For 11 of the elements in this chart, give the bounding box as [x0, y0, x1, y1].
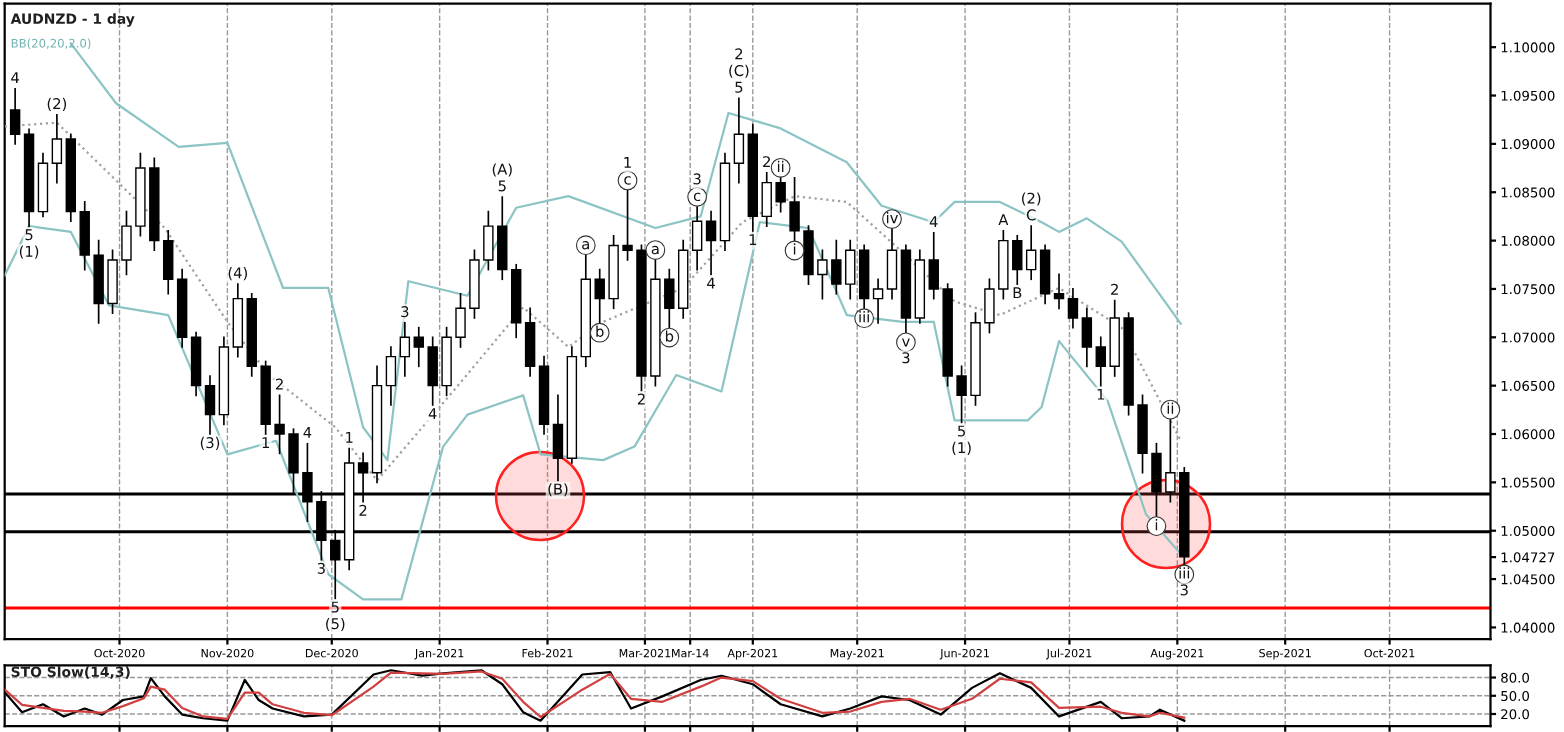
candlestick: [51, 114, 63, 184]
candlestick: [385, 346, 397, 406]
candlestick: [1081, 307, 1093, 368]
candlestick: [552, 394, 564, 482]
candlestick: [705, 210, 717, 276]
candlestick: [204, 375, 216, 435]
candlestick: [9, 87, 21, 145]
candlestick: [524, 307, 536, 377]
candlestick: [1053, 273, 1065, 310]
candlestick: [1067, 288, 1079, 329]
candlestick: [1039, 244, 1051, 305]
